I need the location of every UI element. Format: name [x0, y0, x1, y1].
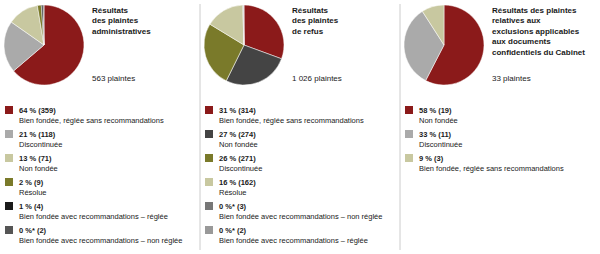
svg-text:1 026 plaintes: 1 026 plaintes: [292, 74, 342, 83]
svg-text:33 plaintes: 33 plaintes: [492, 74, 531, 83]
svg-text:Résultats des plaintesrelative: Résultats des plaintesrelatives auxexclu…: [492, 6, 585, 57]
svg-text:Résultatsdes plaintesde refus: Résultatsdes plaintesde refus: [292, 6, 339, 36]
svg-text:58 % (19)Non fondée: 58 % (19)Non fondée: [419, 106, 458, 125]
svg-text:33 % (11)Discontinuée: 33 % (11)Discontinuée: [419, 130, 462, 149]
svg-text:16 % (162)Résolue: 16 % (162)Résolue: [219, 178, 256, 197]
svg-text:26 % (271)Discontinuée: 26 % (271)Discontinuée: [219, 154, 262, 173]
svg-text:0 %* (2)Bien fondée avec recom: 0 %* (2)Bien fondée avec recommandations…: [19, 226, 182, 245]
svg-text:64 % (359)Bien fondée, réglée: 64 % (359)Bien fondée, réglée sans recom…: [19, 106, 164, 125]
svg-text:31 % (314)Bien fondée, réglée: 31 % (314)Bien fondée, réglée sans recom…: [219, 106, 364, 125]
svg-text:563 plaintes: 563 plaintes: [92, 74, 135, 83]
svg-text:0 %* (3)Bien fondée avec recom: 0 %* (3)Bien fondée avec recommandations…: [219, 202, 382, 221]
svg-text:21 % (118)Discontinuée: 21 % (118)Discontinuée: [19, 130, 62, 149]
svg-text:0 %* (2)Bien fondée avec recom: 0 %* (2)Bien fondée avec recommandations…: [219, 226, 368, 245]
svg-text:9 % (3)Bien fondée, réglée san: 9 % (3)Bien fondée, réglée sans recomman…: [419, 154, 564, 173]
svg-text:13 % (71)Non fondée: 13 % (71)Non fondée: [19, 154, 58, 173]
svg-text:1 % (4)Bien fondée avec recomm: 1 % (4)Bien fondée avec recommandations …: [19, 202, 168, 221]
svg-text:Résultatsdes plaintesadministr: Résultatsdes plaintesadministratives: [92, 6, 151, 36]
svg-text:27 % (274)Non fondée: 27 % (274)Non fondée: [219, 130, 258, 149]
svg-text:2 % (9)Résolue: 2 % (9)Résolue: [19, 178, 47, 197]
